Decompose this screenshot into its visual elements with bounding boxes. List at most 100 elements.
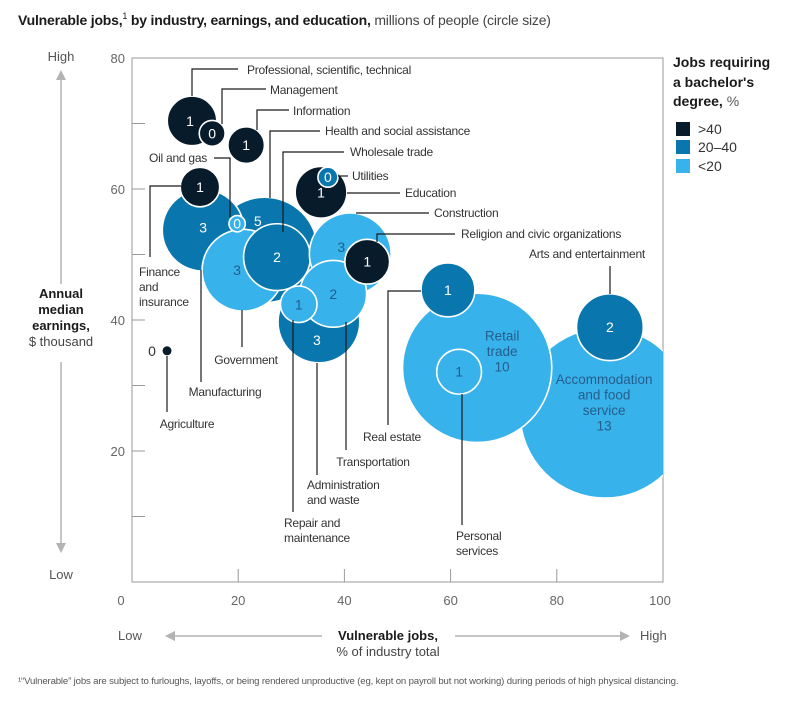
legend-swatch	[676, 158, 690, 173]
leader-line-oil-and-gas	[214, 157, 231, 217]
industry-label-agriculture: Agriculture	[160, 417, 215, 431]
industry-label-line: Manufacturing	[189, 385, 262, 399]
y-tick-label: 80	[111, 51, 125, 66]
y-axis-title-line: earnings,	[32, 318, 90, 333]
arrow-down-icon	[56, 543, 66, 553]
legend-item-over-40: >40	[673, 120, 770, 139]
industry-label-line: Professional, scientific, technical	[247, 63, 411, 77]
arrow-up-icon	[56, 70, 66, 80]
y-axis-low-label: Low	[49, 567, 73, 582]
industry-label-utilities: Utilities	[352, 169, 389, 183]
industry-label-line: Real estate	[363, 430, 422, 444]
bubble-management	[198, 119, 226, 148]
legend-title: Jobs requiring a bachelor's degree, %	[673, 53, 770, 112]
bubble-value-finance-and-insurance: 1	[196, 179, 204, 195]
industry-label-line: Finance	[139, 265, 181, 279]
bubble-value-professional-scientific-technical: 1	[186, 113, 194, 129]
title-bold-2: by industry, earnings, and education,	[127, 12, 371, 28]
bubble-value-construction: 3	[337, 239, 345, 255]
industry-label-wholesale-trade: Wholesale trade	[350, 145, 434, 159]
industry-label-line: Management	[270, 83, 338, 97]
y-axis-title-line: median	[38, 302, 84, 317]
bubble-value: 10	[495, 359, 510, 374]
legend-title-bold: degree,	[673, 93, 723, 109]
bubble-label-line: service	[583, 403, 626, 418]
y-axis-title-line: Annual	[38, 286, 84, 301]
bubble-label-line: trade	[487, 344, 518, 359]
industry-label-line: services	[456, 544, 498, 558]
bubble-value-education: 1	[317, 184, 325, 200]
leader-line-health-and-social-assistance	[269, 130, 320, 198]
bubble-label-accommodation-and-food-service: Accommodation and food service 13	[556, 372, 653, 434]
bubble-value-repair-and-maintenance: 1	[295, 296, 303, 312]
legend-swatch	[676, 140, 690, 155]
x-tick-label: 80	[550, 593, 564, 608]
industry-label-line: Agriculture	[160, 417, 215, 431]
industry-label-line: Education	[405, 186, 456, 200]
bubble-label-line: and food	[578, 387, 631, 402]
industry-label-management: Management	[270, 83, 338, 97]
bubble-agriculture	[160, 344, 174, 357]
bubble-value-health-and-social-assistance: 5	[254, 213, 262, 229]
bubble-value-information: 1	[242, 137, 250, 153]
y-tick-label: 60	[111, 182, 125, 197]
chart-title: Vulnerable jobs,1 by industry, earnings,…	[18, 11, 551, 29]
bubble-repair-and-maintenance	[279, 285, 318, 324]
leader-line-wholesale-trade	[282, 151, 344, 232]
bubble-religion-and-civic-organizations	[344, 238, 391, 285]
bubble-value-oil-and-gas: 0	[233, 216, 241, 232]
bubble-label-line: Retail	[485, 328, 520, 343]
industry-label-line: Administration	[307, 478, 380, 492]
bubble-utilities	[317, 166, 339, 189]
x-axis-unit: % of industry total	[336, 644, 440, 659]
industry-label-information: Information	[293, 104, 350, 118]
legend-label: 20–40	[698, 139, 737, 156]
footnote-marker: 1	[122, 11, 128, 21]
industry-label-oil-and-gas: Oil and gas	[149, 151, 207, 165]
industry-label-line: Information	[293, 104, 350, 118]
legend: Jobs requiring a bachelor's degree, % >4…	[673, 53, 770, 175]
arrow-right-icon	[620, 631, 630, 641]
industry-label-line: maintenance	[284, 531, 351, 545]
legend-title-line: Jobs requiring	[673, 54, 771, 70]
title-subtitle: millions of people (circle size)	[370, 12, 551, 28]
leader-line-professional-scientific-technical	[191, 68, 238, 96]
bubble-value-government: 3	[233, 262, 241, 278]
industry-label-line: Government	[214, 353, 278, 367]
industry-label-religion-and-civic-organizations: Religion and civic organizations	[461, 227, 621, 241]
legend-items: >40 20–40 <20	[673, 120, 770, 176]
industry-label-real-estate: Real estate	[363, 430, 422, 444]
x-tick-label: 40	[337, 593, 351, 608]
bubble-value: 13	[597, 418, 612, 433]
industry-label-construction: Construction	[434, 206, 498, 220]
legend-item-under-20: <20	[673, 157, 770, 176]
arrow-left-icon	[165, 631, 175, 641]
legend-label: >40	[698, 120, 722, 137]
leader-line-information	[256, 109, 289, 130]
industry-label-personal-services: Personal services	[456, 529, 501, 558]
y-axis-unit: $ thousand	[28, 334, 94, 349]
bubble-value-manufacturing: 3	[199, 219, 207, 235]
leader-line-religion-and-civic-organizations	[376, 233, 455, 242]
industry-label-line: Personal	[456, 529, 501, 543]
leader-line-management	[221, 88, 266, 124]
bubble-label-line: Accommodation	[556, 372, 653, 387]
bubble-value-religion-and-civic-organizations: 1	[363, 254, 371, 270]
industry-label-transportation: Transportation	[336, 455, 409, 469]
industry-label-line: insurance	[139, 295, 189, 309]
legend-title-unit: %	[722, 93, 740, 109]
industry-label-health-and-social-assistance: Health and social assistance	[325, 124, 471, 138]
legend-item-20-40: 20–40	[673, 138, 770, 157]
industry-label-line: Wholesale trade	[350, 145, 434, 159]
bubbles	[160, 95, 663, 499]
y-axis-arrows	[56, 70, 66, 553]
x-axis-arrows	[165, 631, 630, 641]
x-axis-low-label: Low	[118, 628, 142, 643]
bubble-value-utilities: 0	[324, 169, 332, 185]
bubble-label-retail-trade: Retail trade 10	[485, 328, 520, 374]
bubble-information	[227, 126, 266, 165]
bubble-finance-and-insurance	[179, 166, 221, 208]
leader-line-finance-and-insurance	[149, 185, 181, 257]
industry-label-government: Government	[214, 353, 278, 367]
